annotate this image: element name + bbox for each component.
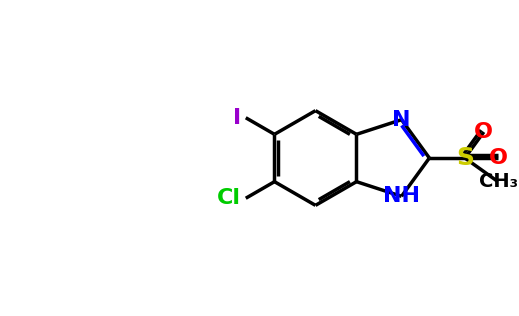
Text: Cl: Cl <box>217 188 241 208</box>
Text: O: O <box>488 148 508 168</box>
Text: NH: NH <box>383 186 420 206</box>
Text: S: S <box>456 146 474 170</box>
Text: CH₃: CH₃ <box>479 172 517 191</box>
Text: I: I <box>233 108 241 128</box>
Text: N: N <box>392 110 411 130</box>
Text: O: O <box>474 122 493 142</box>
